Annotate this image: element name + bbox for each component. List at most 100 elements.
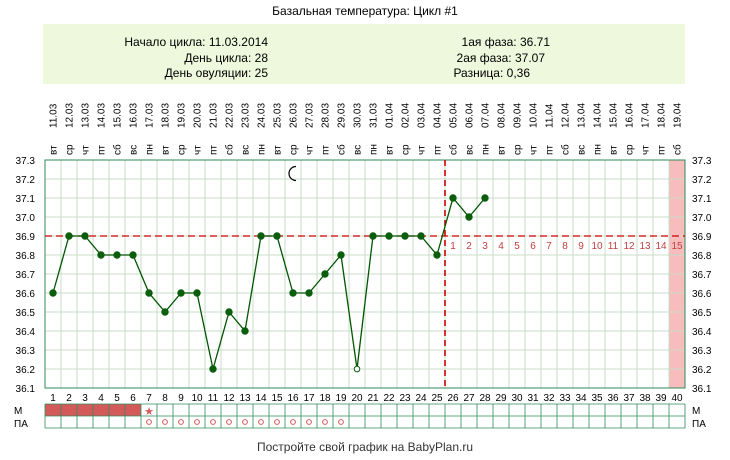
weekday-tick-label: вс [465, 145, 476, 155]
temperature-point [321, 270, 329, 278]
y-tick-label-left: 36.4 [16, 327, 36, 338]
day-number-label: 26 [447, 393, 459, 404]
weekday-tick-label: пн [145, 144, 156, 155]
phase1-text: 1ая фаза: 36.71 [462, 35, 551, 49]
date-tick-label: 17.03 [145, 103, 156, 128]
weekday-tick-label: чт [417, 145, 428, 155]
date-tick-label: 01.04 [385, 103, 396, 128]
weekday-tick-label: вс [353, 145, 364, 155]
temperature-point [193, 289, 201, 297]
luteal-day-number: 4 [498, 241, 504, 252]
day-number-label: 12 [223, 393, 235, 404]
day-number-label: 19 [335, 393, 347, 404]
y-tick-label-right: 36.3 [692, 346, 712, 357]
date-tick-label: 09.04 [513, 103, 524, 128]
date-tick-label: 10.04 [529, 103, 540, 128]
pa-circle-icon [178, 419, 184, 425]
y-tick-label-right: 36.9 [692, 232, 712, 243]
date-tick-label: 05.04 [449, 103, 460, 128]
temperature-point-hollow [353, 365, 361, 373]
day-number-label: 16 [287, 393, 299, 404]
day-number-label: 22 [383, 393, 395, 404]
y-tick-label-left: 37.3 [16, 156, 36, 167]
weekday-tick-label: вт [609, 145, 620, 155]
temperature-point [385, 232, 393, 240]
day-number-label: 27 [463, 393, 475, 404]
menstruation-cell [61, 404, 77, 416]
weekday-tick-label: ср [65, 144, 76, 155]
temperature-point [65, 232, 73, 240]
day-number-label: 34 [575, 393, 587, 404]
date-tick-label: 31.03 [369, 103, 380, 128]
date-tick-label: 11.04 [545, 103, 556, 128]
y-tick-label-left: 36.7 [16, 270, 36, 281]
weekday-tick-label: чт [305, 145, 316, 155]
footer-text: Постройте свой график на BabyPlan.ru [257, 440, 473, 454]
day-number-label: 7 [146, 393, 152, 404]
weekday-tick-label: пн [369, 144, 380, 155]
weekday-tick-label: пн [257, 144, 268, 155]
weekday-tick-label: вт [273, 145, 284, 155]
day-number-label: 40 [671, 393, 683, 404]
weekday-tick-label: ср [401, 144, 412, 155]
phase2-text: 2ая фаза: 37.07 [457, 51, 546, 65]
temperature-point [177, 289, 185, 297]
date-tick-label: 12.03 [65, 103, 76, 128]
cycle-day-text: День цикла: 28 [184, 51, 268, 65]
y-tick-label-left: 36.3 [16, 346, 36, 357]
date-tick-label: 11.03 [49, 103, 60, 128]
y-tick-label-left: 36.6 [16, 289, 36, 300]
day-number-label: 21 [367, 393, 379, 404]
date-tick-label: 18.04 [657, 103, 668, 128]
weekday-tick-label: чт [193, 145, 204, 155]
temperature-point [81, 232, 89, 240]
weekday-tick-label: вс [241, 145, 252, 155]
date-tick-label: 16.03 [129, 103, 140, 128]
menstruation-cell [45, 404, 61, 416]
day-number-label: 17 [303, 393, 315, 404]
day-number-label: 32 [543, 393, 555, 404]
day-number-label: 2 [66, 393, 72, 404]
y-tick-label-left: 37.0 [16, 213, 36, 224]
date-tick-label: 23.03 [241, 103, 252, 128]
y-tick-label-right: 37.2 [692, 175, 712, 186]
weekday-tick-label: пн [481, 144, 492, 155]
y-tick-label-right: 37.3 [692, 156, 712, 167]
day-number-label: 8 [162, 393, 168, 404]
temperature-point [337, 251, 345, 259]
pa-circle-icon [146, 419, 152, 425]
date-tick-label: 13.04 [577, 103, 588, 128]
temperature-point [449, 194, 457, 202]
date-tick-label: 29.03 [337, 103, 348, 128]
y-tick-label-right: 36.5 [692, 308, 712, 319]
date-tick-label: 28.03 [321, 103, 332, 128]
weekday-tick-label: пт [97, 145, 108, 155]
temperature-point [97, 251, 105, 259]
date-tick-label: 12.04 [561, 103, 572, 128]
weekday-tick-label: сб [224, 144, 236, 155]
day-number-label: 15 [271, 393, 283, 404]
date-tick-label: 14.04 [593, 103, 604, 128]
temperature-point [273, 232, 281, 240]
temperature-point [113, 251, 121, 259]
y-tick-label-left: 36.1 [16, 384, 36, 395]
day-number-label: 28 [479, 393, 491, 404]
y-tick-label-right: 36.8 [692, 251, 712, 262]
date-tick-label: 22.03 [225, 103, 236, 128]
pa-circle-icon [242, 419, 248, 425]
luteal-day-number: 8 [562, 241, 568, 252]
temperature-point [129, 251, 137, 259]
date-tick-label: 30.03 [353, 103, 364, 128]
chart-title: Базальная температура: Цикл #1 [272, 4, 458, 18]
day-number-label: 13 [239, 393, 251, 404]
temperature-point [289, 289, 297, 297]
luteal-day-number: 2 [466, 241, 472, 252]
weekday-tick-label: сб [112, 144, 124, 155]
date-tick-label: 08.04 [497, 103, 508, 128]
weekday-tick-label: вс [129, 145, 140, 155]
date-tick-label: 20.03 [193, 103, 204, 128]
weekday-tick-label: сб [672, 144, 684, 155]
temperature-point [481, 194, 489, 202]
